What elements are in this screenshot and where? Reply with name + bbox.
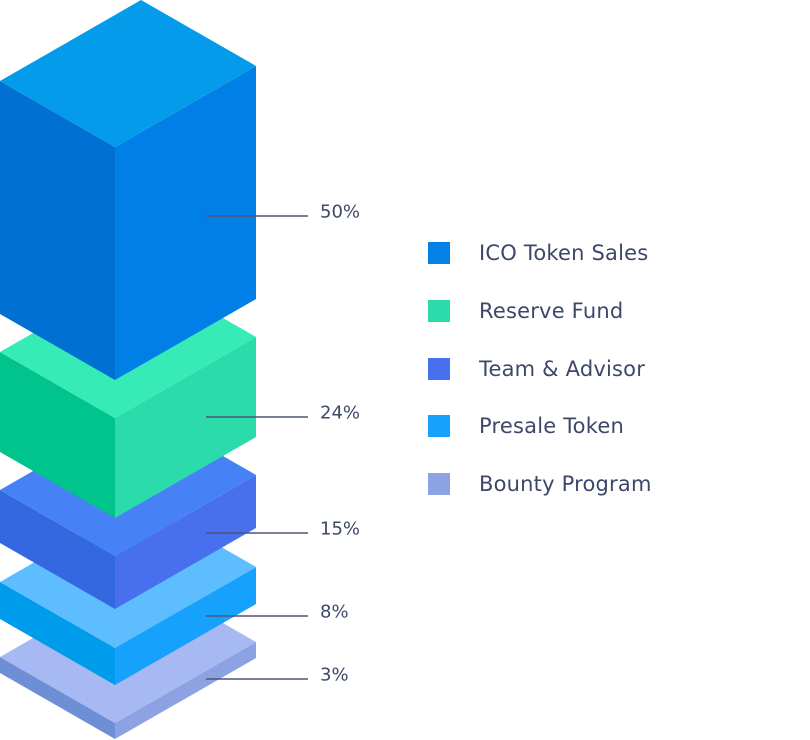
data-label-ico-token-sales: 50% xyxy=(320,201,361,223)
block-left-face-reserve-fund xyxy=(0,352,115,518)
block-right-face-ico-token-sales xyxy=(115,66,256,380)
data-label-presale-token: 8% xyxy=(320,601,349,623)
legend-swatch xyxy=(428,358,450,380)
block-right-face-reserve-fund xyxy=(115,337,256,518)
block-right-face-bounty-program xyxy=(115,642,256,739)
data-label-reserve-fund: 24% xyxy=(320,402,361,424)
legend-swatch xyxy=(428,242,450,264)
block-left-face-ico-token-sales xyxy=(0,81,115,380)
legend-item-presale-token: Presale Token xyxy=(428,414,624,438)
data-label-team-advisor: 15% xyxy=(320,518,361,540)
legend-item-reserve-fund: Reserve Fund xyxy=(428,299,623,323)
legend-swatch xyxy=(428,473,450,495)
block-left-face-bounty-program xyxy=(0,657,115,739)
legend-swatch xyxy=(428,300,450,322)
legend-item-ico-token-sales: ICO Token Sales xyxy=(428,241,648,265)
data-label-bounty-program: 3% xyxy=(320,664,349,686)
block-left-face-presale-token xyxy=(0,582,115,685)
legend-label: Presale Token xyxy=(479,414,624,438)
legend-label: Team & Advisor xyxy=(479,357,646,381)
block-top-face-ico-token-sales xyxy=(0,0,256,147)
block-right-face-team-advisor xyxy=(115,475,256,609)
block-right-face-presale-token xyxy=(115,567,256,685)
legend-swatch xyxy=(428,415,450,437)
legend-label: ICO Token Sales xyxy=(479,241,649,265)
legend-label: Reserve Fund xyxy=(479,299,624,323)
block-left-face-team-advisor xyxy=(0,490,115,609)
legend-item-team-advisor: Team & Advisor xyxy=(428,357,645,381)
legend-item-bounty-program: Bounty Program xyxy=(428,472,652,496)
legend-label: Bounty Program xyxy=(479,472,652,496)
